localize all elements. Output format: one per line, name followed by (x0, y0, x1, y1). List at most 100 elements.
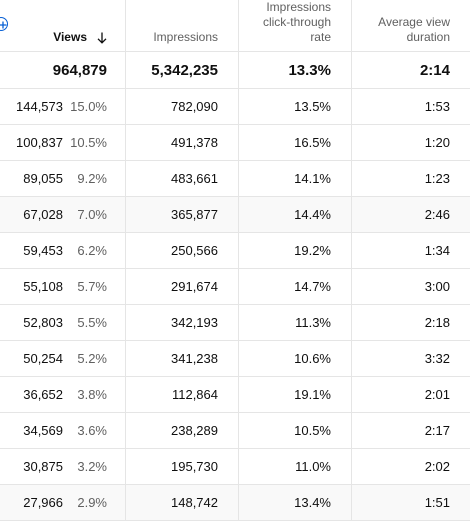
views-cell: 67,028 7.0% (0, 197, 126, 232)
views-cell: 100,837 10.5% (0, 125, 126, 160)
views-percent: 7.0% (77, 207, 107, 222)
avd-cell: 1:20 (424, 135, 450, 150)
views-value: 52,803 (23, 315, 63, 330)
ctr-header-line1: Impressions (266, 0, 331, 14)
views-percent: 5.7% (77, 279, 107, 294)
totals-row: 964,879 5,342,235 13.3% 2:14 (0, 52, 470, 89)
impressions-cell: 291,674 (126, 269, 239, 304)
views-value: 30,875 (23, 459, 63, 474)
impressions-column-header[interactable]: Impressions (126, 0, 239, 51)
table-row[interactable]: 67,028 7.0% 365,877 14.4% 2:46 (0, 197, 470, 233)
impressions-cell: 491,378 (126, 125, 239, 160)
ctr-cell: 14.7% (239, 269, 352, 304)
ctr-cell: 19.2% (239, 233, 352, 268)
ctr-cell: 14.4% (239, 197, 352, 232)
views-cell: 55,108 5.7% (0, 269, 126, 304)
views-percent: 9.2% (77, 171, 107, 186)
table-row[interactable]: 52,803 5.5% 342,193 11.3% 2:18 (0, 305, 470, 341)
table-row[interactable]: 59,453 6.2% 250,566 19.2% 1:34 (0, 233, 470, 269)
avd-cell: 2:46 (424, 207, 450, 222)
views-cell: 59,453 6.2% (0, 233, 126, 268)
ctr-cell: 13.5% (239, 89, 352, 124)
views-percent: 3.2% (77, 459, 107, 474)
table-row[interactable]: 36,652 3.8% 112,864 19.1% 2:01 (0, 377, 470, 413)
impressions-cell: 342,193 (126, 305, 239, 340)
ctr-cell: 14.1% (239, 161, 352, 196)
ctr-cell: 16.5% (239, 125, 352, 160)
views-value: 34,569 (23, 423, 63, 438)
avd-cell: 1:23 (424, 171, 450, 186)
views-column-header[interactable]: Views (0, 0, 126, 51)
ctr-header-line3: rate (310, 30, 331, 44)
views-percent: 3.8% (77, 387, 107, 402)
views-value: 100,837 (16, 135, 63, 150)
impressions-cell: 148,742 (126, 485, 239, 520)
ctr-cell: 11.3% (239, 305, 352, 340)
impressions-cell: 238,289 (126, 413, 239, 448)
impressions-cell: 195,730 (126, 449, 239, 484)
table-row[interactable]: 100,837 10.5% 491,378 16.5% 1:20 (0, 125, 470, 161)
views-value: 144,573 (16, 99, 63, 114)
table-row[interactable]: 50,254 5.2% 341,238 10.6% 3:32 (0, 341, 470, 377)
views-cell: 36,652 3.8% (0, 377, 126, 412)
total-ctr: 13.3% (239, 52, 352, 88)
impressions-cell: 250,566 (126, 233, 239, 268)
avd-cell: 3:00 (424, 279, 450, 294)
avd-column-header[interactable]: Average view duration (352, 0, 470, 51)
impressions-cell: 365,877 (126, 197, 239, 232)
avd-cell: 1:53 (424, 99, 450, 114)
views-cell: 34,569 3.6% (0, 413, 126, 448)
views-percent: 6.2% (77, 243, 107, 258)
ctr-header-line2: click-through (262, 15, 331, 29)
views-cell: 144,573 15.0% (0, 89, 126, 124)
add-circle-icon[interactable] (0, 17, 8, 31)
table-row[interactable]: 55,108 5.7% 291,674 14.7% 3:00 (0, 269, 470, 305)
avd-cell: 2:02 (424, 459, 450, 474)
table-row[interactable]: 34,569 3.6% 238,289 10.5% 2:17 (0, 413, 470, 449)
impressions-cell: 112,864 (126, 377, 239, 412)
total-avd: 2:14 (419, 61, 450, 79)
ctr-cell: 13.4% (239, 485, 352, 520)
views-value: 27,966 (23, 495, 63, 510)
avd-header-line1: Average view (378, 15, 450, 29)
table-row[interactable]: 27,966 2.9% 148,742 13.4% 1:51 (0, 485, 470, 521)
ctr-cell: 11.0% (239, 449, 352, 484)
table-row[interactable]: 30,875 3.2% 195,730 11.0% 2:02 (0, 449, 470, 485)
views-percent: 5.2% (77, 351, 107, 366)
views-value: 50,254 (23, 351, 63, 366)
ctr-cell: 19.1% (239, 377, 352, 412)
table-row[interactable]: 144,573 15.0% 782,090 13.5% 1:53 (0, 89, 470, 125)
views-value: 67,028 (23, 207, 63, 222)
avd-cell: 2:18 (424, 315, 450, 330)
arrow-down-icon[interactable] (97, 32, 107, 44)
avd-cell: 2:01 (424, 387, 450, 402)
table-header-row: Views Impressions Impressions click-thro… (0, 0, 470, 52)
total-views: 964,879 (0, 52, 126, 88)
impressions-cell: 483,661 (126, 161, 239, 196)
views-percent: 10.5% (70, 135, 107, 150)
impressions-cell: 341,238 (126, 341, 239, 376)
views-percent: 5.5% (77, 315, 107, 330)
views-header-label: Views (53, 30, 87, 44)
views-cell: 30,875 3.2% (0, 449, 126, 484)
ctr-column-header[interactable]: Impressions click-through rate (239, 0, 352, 51)
views-cell: 89,055 9.2% (0, 161, 126, 196)
views-value: 36,652 (23, 387, 63, 402)
avd-cell: 2:17 (424, 423, 450, 438)
ctr-cell: 10.6% (239, 341, 352, 376)
avd-header-line2: duration (406, 30, 450, 44)
total-impressions: 5,342,235 (126, 52, 239, 88)
views-percent: 2.9% (77, 495, 107, 510)
views-cell: 52,803 5.5% (0, 305, 126, 340)
impressions-cell: 782,090 (126, 89, 239, 124)
avd-cell: 1:34 (424, 243, 450, 258)
views-value: 55,108 (23, 279, 63, 294)
avd-cell: 3:32 (424, 351, 450, 366)
table-row[interactable]: 89,055 9.2% 483,661 14.1% 1:23 (0, 161, 470, 197)
views-value: 89,055 (23, 171, 63, 186)
views-percent: 3.6% (77, 423, 107, 438)
views-cell: 50,254 5.2% (0, 341, 126, 376)
views-percent: 15.0% (70, 99, 107, 114)
avd-cell: 1:51 (424, 495, 450, 510)
